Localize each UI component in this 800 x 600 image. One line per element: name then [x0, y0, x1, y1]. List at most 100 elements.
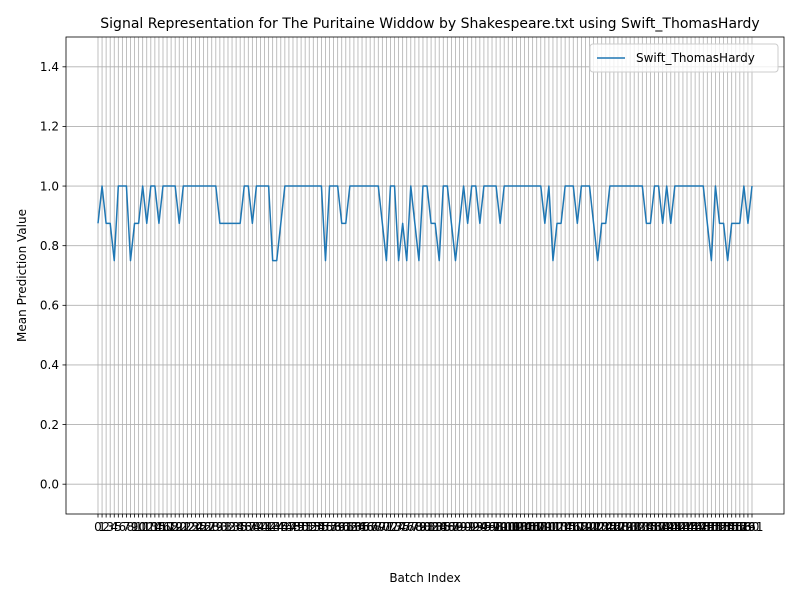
- x-tick-label: 46: [277, 520, 292, 534]
- x-tick-label: 157: [724, 520, 747, 534]
- x-tick-label: 78: [407, 520, 422, 534]
- x-tick-label: 142: [663, 520, 686, 534]
- x-tick-label: 148: [688, 520, 711, 534]
- x-tick-label: 125: [594, 520, 617, 534]
- x-tick-label: 20: [172, 520, 187, 534]
- x-tick-label: 9: [131, 520, 139, 534]
- x-tick-label: 26: [196, 520, 211, 534]
- x-tick-label: 32: [220, 520, 235, 534]
- x-tick-label: 57: [322, 520, 337, 534]
- x-tick-label: 154: [712, 520, 735, 534]
- x-tick-label: 66: [358, 520, 373, 534]
- x-tick-label: 84: [432, 520, 447, 534]
- x-tick-label: 85: [436, 520, 451, 534]
- x-tick-label: 79: [411, 520, 426, 534]
- x-tick-label: 35: [233, 520, 248, 534]
- x-tick-label: 143: [667, 520, 690, 534]
- x-tick-label: 31: [216, 520, 231, 534]
- series-layer: [97, 185, 753, 262]
- x-tick-label: 13: [143, 520, 158, 534]
- x-tick-label: 117: [562, 520, 585, 534]
- x-tick-label: 23: [184, 520, 199, 534]
- x-tick-label: 41: [257, 520, 272, 534]
- x-tick-label: 91: [460, 520, 475, 534]
- x-tick-label: 153: [708, 520, 731, 534]
- x-tick-label: 86: [440, 520, 455, 534]
- y-tick-label: 0.8: [40, 239, 59, 253]
- x-tick-label: 128: [606, 520, 629, 534]
- x-tick-label: 53: [306, 520, 321, 534]
- x-tick-label: 75: [395, 520, 410, 534]
- chart-title: Signal Representation for The Puritaine …: [100, 16, 759, 32]
- x-tick-label: 137: [643, 520, 666, 534]
- x-tick-label: 64: [350, 520, 365, 534]
- y-tick-label: 0.6: [40, 299, 59, 313]
- x-tick-label: 18: [163, 520, 178, 534]
- x-tick-label: 107: [521, 520, 544, 534]
- x-tick-label: 134: [631, 520, 654, 534]
- x-tick-label: 73: [387, 520, 402, 534]
- x-tick-label: 56: [318, 520, 333, 534]
- x-tick-label: 21: [176, 520, 191, 534]
- y-tick-label: 0.2: [40, 418, 59, 432]
- x-tick-label: 11: [135, 520, 150, 534]
- x-tick-label: 70: [375, 520, 390, 534]
- x-tick-label: 34: [228, 520, 243, 534]
- x-tick-label: 116: [558, 520, 581, 534]
- legend-box: [589, 43, 779, 73]
- x-tick-label: 6: [119, 520, 127, 534]
- x-tick-label: 38: [245, 520, 260, 534]
- x-tick-label: 129: [611, 520, 634, 534]
- x-tick-label: 119: [570, 520, 593, 534]
- x-tick-label: 81: [419, 520, 434, 534]
- x-tick-label: 65: [354, 520, 369, 534]
- x-tick-label: 121: [578, 520, 601, 534]
- x-tick-label: 42: [261, 520, 276, 534]
- x-tick-label: 59: [330, 520, 345, 534]
- series-line-swift-thomashardy: [97, 185, 753, 262]
- x-tick-label: 40: [253, 520, 268, 534]
- x-tick-label: 63: [346, 520, 361, 534]
- x-tick-label: 101: [497, 520, 520, 534]
- x-tick-label: 27: [200, 520, 215, 534]
- x-tick-label: 52: [302, 520, 317, 534]
- plot-area-frame: [65, 36, 785, 515]
- x-tick-label: 54: [310, 520, 325, 534]
- x-tick-label: 33: [224, 520, 239, 534]
- x-tick-label: 92: [464, 520, 479, 534]
- x-tick-label: 140: [655, 520, 678, 534]
- x-tick-label: 48: [285, 520, 300, 534]
- x-tick-label: 7: [123, 520, 131, 534]
- x-tick-label: 47: [281, 520, 296, 534]
- x-tick-label: 100: [493, 520, 516, 534]
- x-tick-label: 58: [326, 520, 341, 534]
- x-tick-label: 37: [241, 520, 256, 534]
- x-tick-label: 87: [444, 520, 459, 534]
- x-tick-label: 72: [383, 520, 398, 534]
- x-tick-label: 60: [334, 520, 349, 534]
- x-tick-label: 94: [472, 520, 487, 534]
- x-tick-label: 22: [180, 520, 195, 534]
- x-tick-label: 158: [728, 520, 751, 534]
- x-tick-label: 95: [476, 520, 491, 534]
- x-tick-label: 159: [732, 520, 755, 534]
- y-axis-title: Mean Prediction Value: [15, 209, 29, 342]
- y-tick-label: 1.4: [40, 60, 59, 74]
- x-tick-label: 76: [399, 520, 414, 534]
- legend-entry-label: Swift_ThomasHardy: [636, 51, 755, 65]
- y-axis: 0.0 0.2 0.4 0.6 0.8 1.0 1.2 1.4: [40, 60, 66, 491]
- x-tick-label: 127: [602, 520, 625, 534]
- x-tick-label: 62: [342, 520, 357, 534]
- y-tick-label: 0.4: [40, 358, 59, 372]
- x-tick-label: 131: [619, 520, 642, 534]
- x-tick-label: 132: [623, 520, 646, 534]
- x-tick-label: 88: [448, 520, 463, 534]
- x-tick-label: 89: [452, 520, 467, 534]
- x-tick-label: 67: [363, 520, 378, 534]
- legend: Swift_ThomasHardy: [589, 43, 779, 73]
- x-tick-label: 4: [110, 520, 118, 534]
- x-tick-label: 146: [680, 520, 703, 534]
- x-tick-label: 161: [741, 520, 764, 534]
- x-tick-label: 8: [127, 520, 135, 534]
